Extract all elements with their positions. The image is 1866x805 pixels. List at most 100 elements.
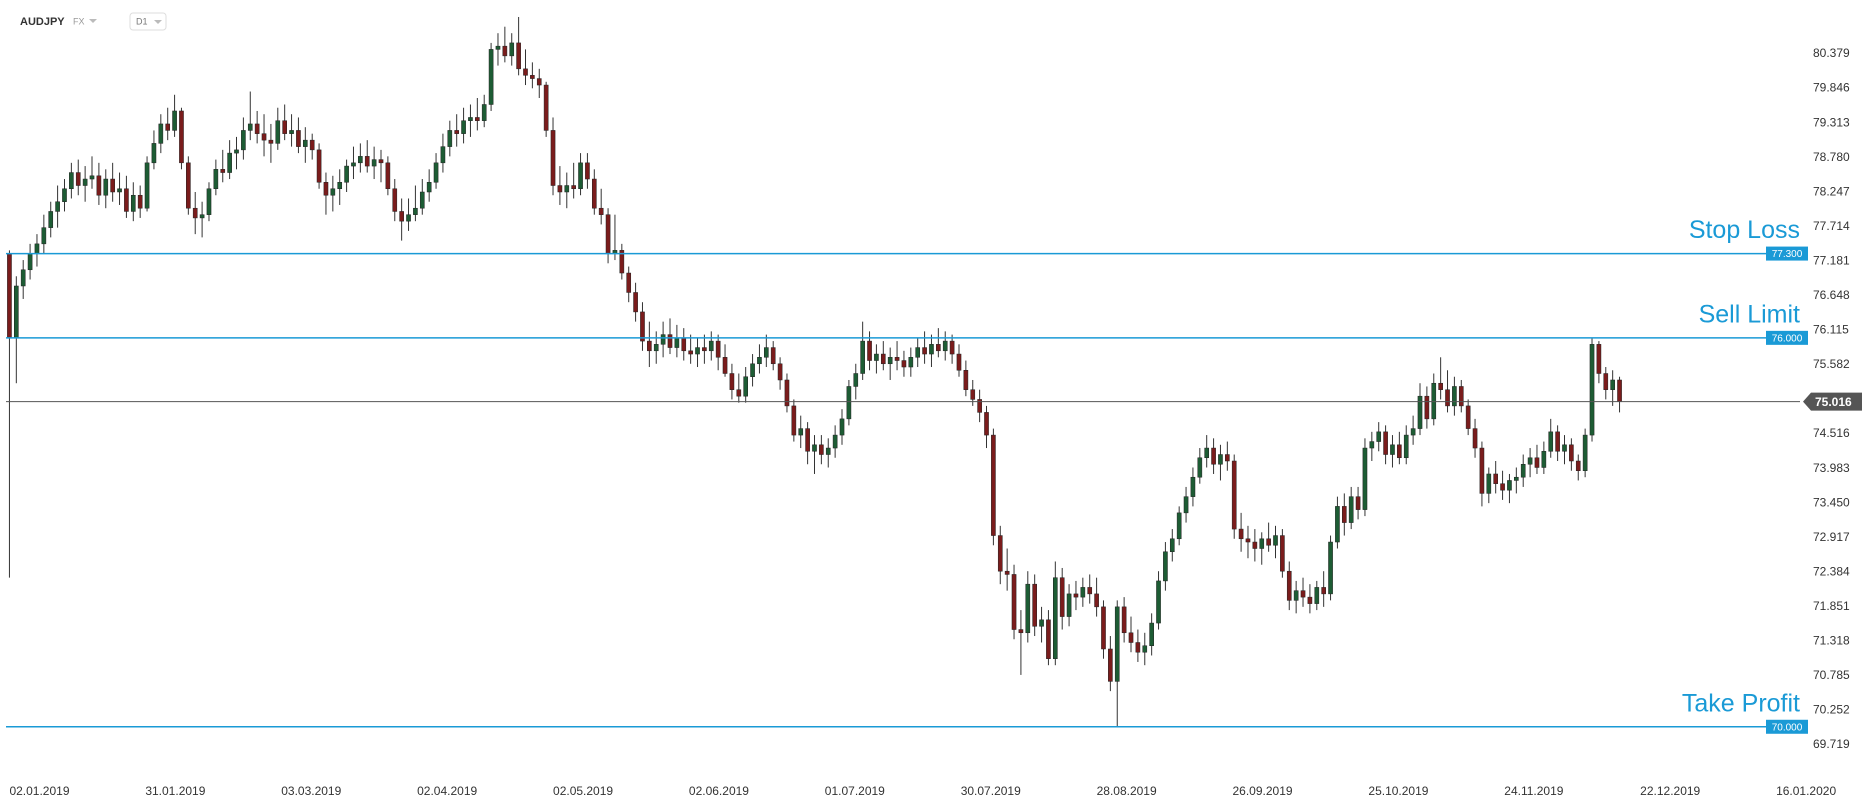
candle-body [1114, 606, 1120, 682]
candle-body [426, 182, 432, 193]
candle-body [261, 133, 267, 141]
candle-body [1108, 648, 1113, 682]
level-value-label: 70.000 [1772, 722, 1803, 733]
candle-body [1348, 496, 1354, 523]
candle-body [550, 130, 556, 186]
candle-body [1383, 431, 1388, 455]
candle-body [1046, 619, 1051, 659]
y-tick-label: 71.318 [1813, 634, 1850, 648]
candle-body [392, 188, 398, 212]
candle-body [1369, 441, 1375, 449]
candle-body [254, 123, 260, 134]
candle-body [1458, 386, 1464, 407]
x-tick-label: 28.08.2019 [1097, 784, 1157, 798]
candle-body [846, 386, 852, 420]
y-tick-label: 76.648 [1813, 288, 1850, 302]
candle-body [929, 344, 934, 355]
candle-body [516, 42, 521, 70]
candle-body [991, 434, 996, 536]
candle-body [1163, 551, 1168, 582]
candle-body [309, 139, 315, 151]
candle-body [557, 185, 563, 193]
candle-body [1273, 535, 1278, 546]
y-tick-label: 77.714 [1813, 219, 1850, 233]
candle-body [509, 42, 515, 57]
candle-body [970, 389, 976, 400]
candle-body [192, 207, 198, 219]
candle-body [220, 169, 226, 173]
candle-body [1183, 496, 1189, 514]
current-price-label: 75.016 [1815, 395, 1852, 409]
candle-body [901, 360, 907, 368]
x-tick-label: 22.12.2019 [1640, 784, 1700, 798]
candle-body [1307, 596, 1313, 604]
candle-body [640, 311, 645, 342]
candle-body [653, 344, 659, 352]
candle-body [234, 149, 239, 154]
candle-body [626, 272, 632, 293]
timeframe-box[interactable] [129, 12, 167, 31]
candle-body [385, 162, 391, 190]
candle-body [316, 149, 322, 183]
candle-body [130, 194, 136, 212]
candle-body [289, 130, 294, 134]
x-tick-label: 01.07.2019 [825, 784, 885, 798]
candle-body [1197, 457, 1203, 478]
candle-body [1032, 583, 1037, 627]
candle-body [915, 347, 921, 358]
candle-body [1534, 457, 1540, 468]
candle-body [619, 250, 625, 274]
candle-body [1479, 447, 1485, 494]
candle-body [729, 373, 735, 390]
candle-body [1169, 538, 1175, 553]
candle-body [103, 178, 109, 196]
candle-body [1493, 473, 1499, 484]
y-tick-label: 79.846 [1813, 81, 1850, 95]
candle-body [1500, 483, 1505, 491]
candle-body [1128, 632, 1134, 643]
candle-body [344, 165, 349, 183]
candle-body [743, 376, 748, 397]
candle-body [1073, 593, 1079, 598]
candle-body [433, 162, 439, 183]
market[interactable]: FX [73, 16, 85, 26]
timeframe-dropdown[interactable] [154, 20, 162, 24]
x-tick-label: 02.05.2019 [553, 784, 613, 798]
y-tick-label: 77.181 [1813, 253, 1850, 267]
timeframe[interactable]: D1 [136, 16, 148, 26]
candle-body [1300, 590, 1306, 598]
candle-body [578, 162, 583, 190]
level-name: Stop Loss [1689, 216, 1800, 244]
candle-body [186, 162, 191, 209]
candle-body [1293, 590, 1299, 601]
candle-body [481, 104, 487, 121]
candle-body [715, 340, 721, 358]
x-tick-label: 02.06.2019 [689, 784, 749, 798]
candle-body [585, 162, 590, 180]
level-name: Take Profit [1682, 689, 1800, 717]
candle-body [936, 344, 941, 352]
candle-body [20, 269, 26, 287]
market-dropdown[interactable] [89, 19, 97, 23]
candle-body [770, 347, 776, 365]
candle-body [1486, 473, 1492, 494]
candle-body [681, 337, 687, 352]
candle-body [887, 357, 893, 365]
candle-body [48, 211, 54, 228]
candle-body [1617, 379, 1622, 402]
candle-body [475, 117, 480, 121]
candle-body [1397, 444, 1402, 459]
candle-body [1424, 395, 1430, 420]
candle-body [791, 405, 797, 436]
candle-body [543, 84, 549, 131]
x-tick-label: 16.01.2020 [1776, 784, 1836, 798]
candle-body [241, 130, 246, 151]
candle-body [337, 182, 343, 190]
y-tick-label: 79.313 [1813, 115, 1850, 129]
candle-body [674, 337, 680, 348]
candle-body [1582, 434, 1588, 471]
y-tick-label: 70.785 [1813, 668, 1850, 682]
symbol: AUDJPY [20, 16, 65, 28]
